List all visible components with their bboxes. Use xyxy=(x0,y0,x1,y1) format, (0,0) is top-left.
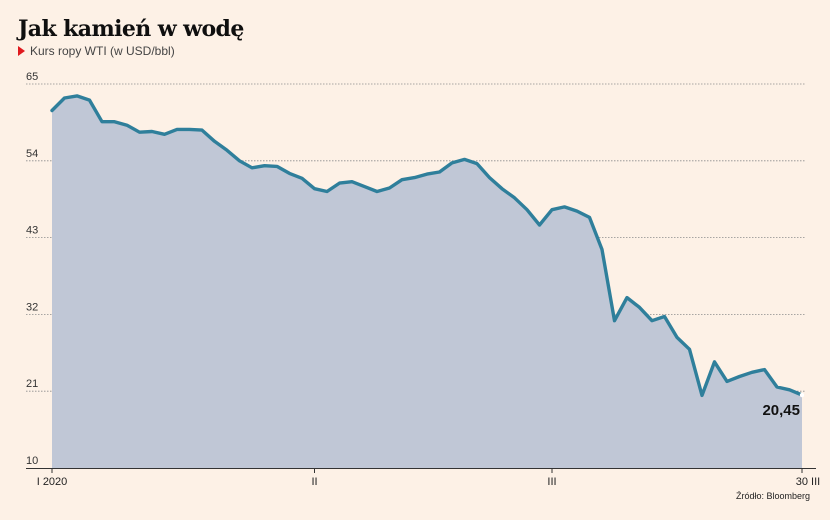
y-tick-label: 32 xyxy=(26,301,38,313)
y-tick-label: 43 xyxy=(26,225,38,237)
chart-subtitle: Kurs ropy WTI (w USD/bbl) xyxy=(30,44,175,58)
x-tick-label: III xyxy=(547,476,556,488)
y-tick-label: 65 xyxy=(26,71,38,83)
x-tick-label: I 2020 xyxy=(37,476,68,488)
end-point-marker xyxy=(799,392,805,398)
chart-header: Jak kamień w wodę Kurs ropy WTI (w USD/b… xyxy=(18,16,808,58)
price-line xyxy=(50,94,804,398)
source-note: Źródło: Bloomberg xyxy=(735,491,810,501)
y-tick-label: 21 xyxy=(26,378,38,390)
triangle-marker-icon xyxy=(18,46,25,56)
chart-title: Jak kamień w wodę xyxy=(18,16,244,42)
x-tick-label: II xyxy=(311,476,317,488)
y-tick-label: 10 xyxy=(26,455,38,467)
y-tick-label: 54 xyxy=(26,148,38,160)
price-area-fill xyxy=(52,95,802,469)
x-tick-label: 30 III xyxy=(796,476,820,488)
chart-subtitle-row: Kurs ropy WTI (w USD/bbl) xyxy=(18,44,808,58)
end-value-label: 20,45 xyxy=(762,402,800,419)
